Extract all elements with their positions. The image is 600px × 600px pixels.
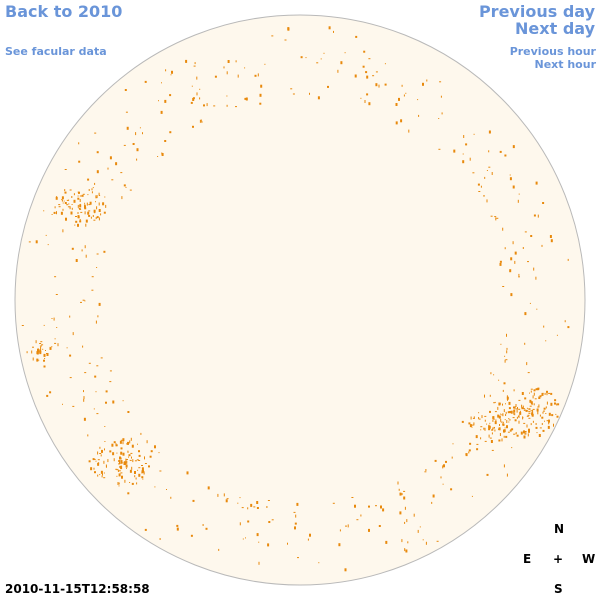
next-day-link[interactable]: Next day xyxy=(515,19,595,38)
compass-south: S xyxy=(554,582,563,596)
compass-center: + xyxy=(553,552,564,566)
solar-disk xyxy=(14,14,586,586)
observation-timestamp: 2010-11-15T12:58:58 xyxy=(5,582,150,596)
next-hour-link[interactable]: Next hour xyxy=(534,58,597,71)
see-facular-data-link[interactable]: See facular data xyxy=(5,45,107,58)
previous-day-link[interactable]: Previous day xyxy=(478,2,595,21)
compass-north: N xyxy=(554,522,565,536)
previous-hour-link[interactable]: Previous hour xyxy=(509,45,596,58)
compass-east: E xyxy=(523,552,532,566)
facular-points xyxy=(21,26,570,572)
back-to-year-link[interactable]: Back to 2010 xyxy=(5,2,123,21)
compass-west: W xyxy=(582,552,596,566)
